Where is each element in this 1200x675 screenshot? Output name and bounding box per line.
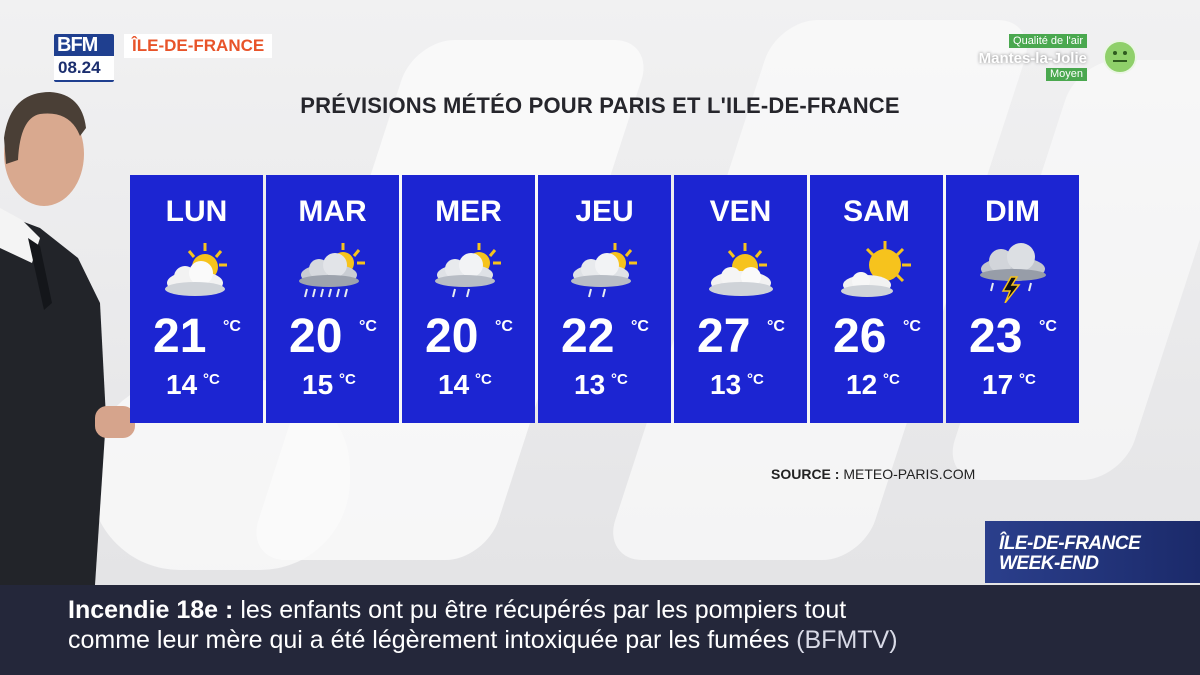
day-name: LUN <box>165 195 228 228</box>
day-name: DIM <box>985 195 1040 228</box>
max-temperature: 20 <box>425 310 479 363</box>
max-temperature-unit: °C <box>1039 318 1057 335</box>
max-temperature: 21 <box>153 310 207 363</box>
show-tag: ÎLE-DE-FRANCE WEEK-END <box>985 521 1200 583</box>
news-ticker: Incendie 18e : les enfants ont pu être r… <box>0 585 1200 675</box>
thunderstorm-cloud-icon <box>980 243 1046 303</box>
min-temperature: 13 <box>710 369 742 400</box>
sun-cloud-light-rain-icon <box>571 243 637 298</box>
min-temperature-unit: °C <box>203 371 220 388</box>
min-temperature: 12 <box>846 369 878 400</box>
forecast-day-sam: SAM 26 °C 12 °C <box>810 175 943 423</box>
min-temperature: 15 <box>302 369 334 400</box>
ticker-line-2: comme leur mère qui a été légèrement int… <box>68 625 898 655</box>
day-name: JEU <box>575 195 634 228</box>
min-temperature-unit: °C <box>611 371 628 388</box>
max-temperature: 26 <box>833 310 887 363</box>
day-name: MAR <box>298 195 367 228</box>
ticker-text-1: les enfants ont pu être récupérés par le… <box>240 596 847 624</box>
min-temperature-unit: °C <box>339 371 356 388</box>
ticker-kicker: Incendie 18e : <box>68 596 234 624</box>
ticker-line-1: Incendie 18e : les enfants ont pu être r… <box>68 595 846 625</box>
channel-logo: BFM 08.24 <box>54 34 114 82</box>
min-temperature: 14 <box>438 369 470 400</box>
air-quality-city: Mantes-la-Jolie <box>978 50 1087 67</box>
sun-cloud-light-rain-icon <box>435 243 501 298</box>
min-temperature: 13 <box>574 369 606 400</box>
day-name: MER <box>435 195 502 228</box>
forecast-day-jeu: JEU 22 °C 13 °C <box>538 175 671 423</box>
show-tag-line1: ÎLE-DE-FRANCE <box>999 533 1141 554</box>
min-temperature: 14 <box>166 369 198 400</box>
sun-behind-cloud-icon <box>709 243 773 296</box>
sun-cloud-rain-icon <box>299 243 365 298</box>
ticker-text-2: comme leur mère qui a été légèrement int… <box>68 626 790 654</box>
min-temperature: 17 <box>982 369 1014 400</box>
max-temperature-unit: °C <box>495 318 513 335</box>
min-temperature-unit: °C <box>883 371 900 388</box>
forecast-day-lun: LUN 21 °C 14 °C <box>130 175 263 423</box>
min-temperature-unit: °C <box>1019 371 1036 388</box>
max-temperature-unit: °C <box>767 318 785 335</box>
forecast-day-dim: DIM 23 °C 17 °C <box>946 175 1079 423</box>
smiley-neutral-icon <box>1103 40 1137 74</box>
max-temperature-unit: °C <box>903 318 921 335</box>
clock: 08.24 <box>54 56 114 80</box>
source-value: METEO-PARIS.COM <box>843 466 976 482</box>
min-temperature-unit: °C <box>747 371 764 388</box>
max-temperature: 23 <box>969 310 1023 363</box>
max-temperature: 22 <box>561 310 615 363</box>
region-label: ÎLE-DE-FRANCE <box>124 34 273 58</box>
max-temperature-unit: °C <box>631 318 649 335</box>
channel-logo-text: BFM <box>57 34 98 56</box>
max-temperature: 20 <box>289 310 343 363</box>
max-temperature-unit: °C <box>359 318 377 335</box>
show-tag-line2: WEEK-END <box>999 553 1099 574</box>
max-temperature: 27 <box>697 310 751 363</box>
day-name: SAM <box>843 195 910 228</box>
air-quality-level: Moyen <box>1045 68 1087 81</box>
ticker-credit: (BFMTV) <box>796 626 898 654</box>
forecast-day-mer: MER 20 °C 14 °C <box>402 175 535 423</box>
sun-small-cloud-icon <box>841 241 911 297</box>
forecast-day-mar: MAR 20 °C 15 °C <box>266 175 399 423</box>
max-temperature-unit: °C <box>223 318 241 335</box>
day-name: VEN <box>709 195 772 228</box>
source-label: SOURCE : <box>771 466 840 482</box>
source-credit: SOURCE : METEO-PARIS.COM <box>771 466 975 482</box>
min-temperature-unit: °C <box>475 371 492 388</box>
presenter-figure <box>0 92 135 585</box>
air-quality-title: Qualité de l'air <box>1009 34 1087 48</box>
sun-behind-cloud-icon <box>165 243 227 296</box>
forecast-day-ven: VEN 27 °C 13 °C <box>674 175 807 423</box>
forecast-title: PRÉVISIONS MÉTÉO POUR PARIS ET L'ILE-DE-… <box>300 93 900 118</box>
air-quality-widget: Qualité de l'air Mantes-la-Jolie Moyen <box>978 34 1143 82</box>
